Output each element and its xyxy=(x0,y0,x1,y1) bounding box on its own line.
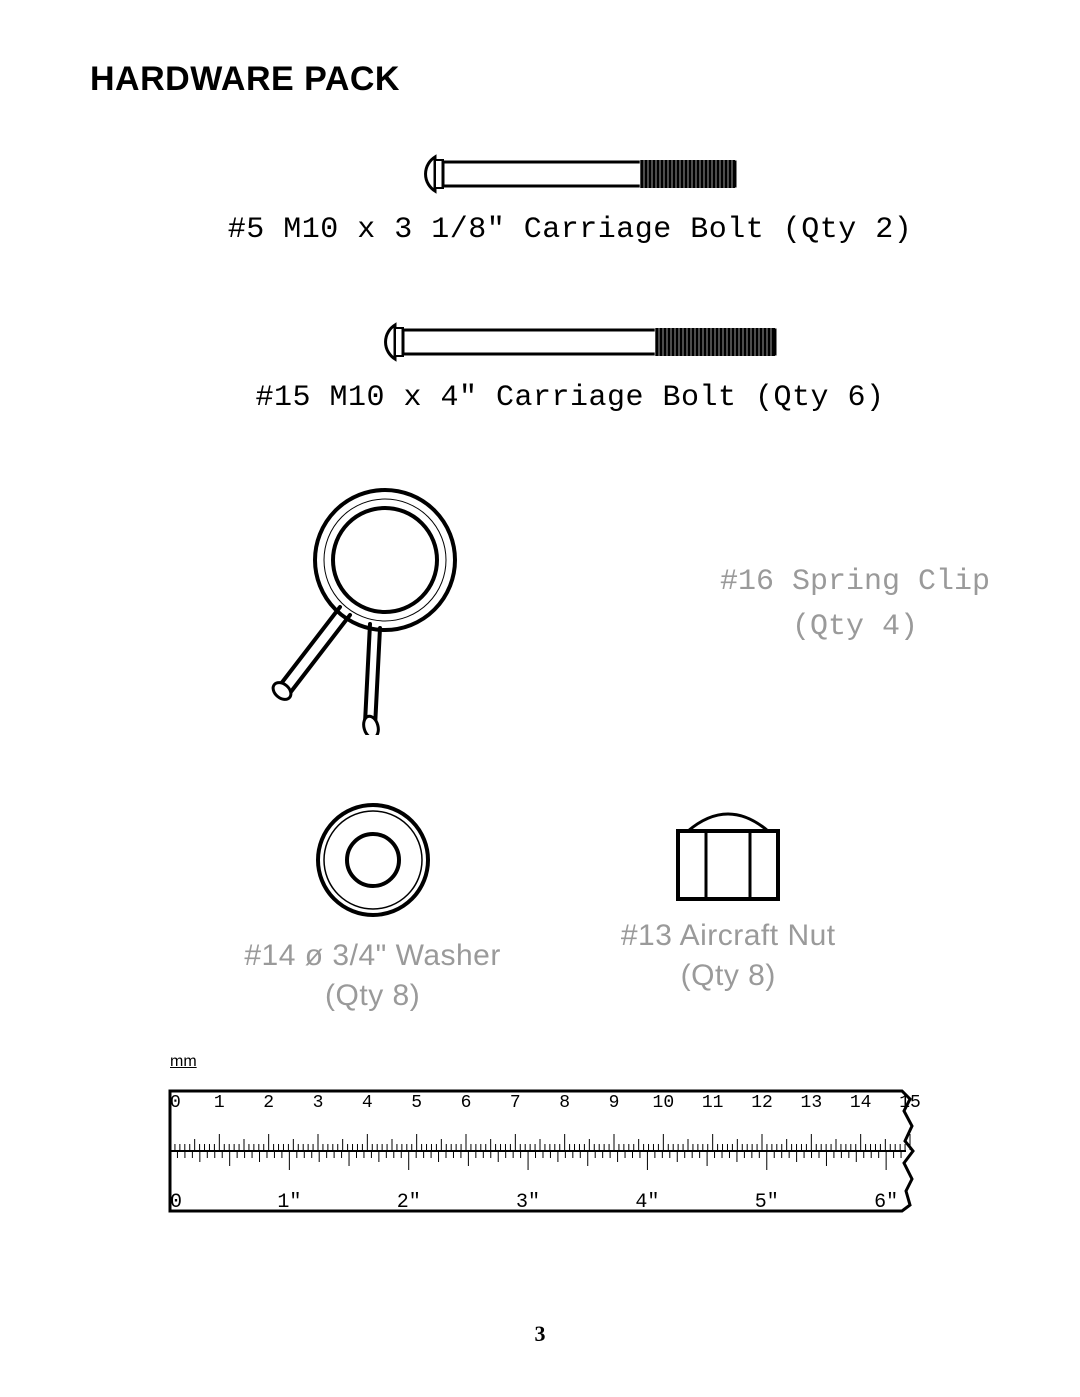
row-washer-nut: #14 ø 3/4" Washer (Qty 8) #13 Aircraft N… xyxy=(90,795,990,1013)
svg-text:9: 9 xyxy=(609,1093,620,1113)
caption-washer: #14 ø 3/4" Washer (Qty 8) xyxy=(244,939,500,1013)
svg-text:11: 11 xyxy=(702,1093,724,1113)
svg-text:1: 1 xyxy=(214,1093,225,1113)
page-number: 3 xyxy=(0,1321,1080,1347)
svg-text:5: 5 xyxy=(411,1093,422,1113)
ruler: mm 012345678910111213141501"2"3"4"5"6" xyxy=(90,1053,990,1233)
svg-text:3": 3" xyxy=(516,1191,540,1214)
svg-text:7: 7 xyxy=(510,1093,521,1113)
item-spring-clip: #16 Spring Clip (Qty 4) xyxy=(90,475,990,735)
ruler-mm-label: mm xyxy=(170,1053,990,1071)
spring-clip-icon xyxy=(245,475,505,735)
svg-text:14: 14 xyxy=(850,1093,872,1113)
svg-text:12: 12 xyxy=(751,1093,773,1113)
svg-text:0: 0 xyxy=(170,1093,181,1113)
carriage-bolt-1-icon xyxy=(395,149,745,199)
svg-text:13: 13 xyxy=(801,1093,823,1113)
aircraft-nut-icon xyxy=(668,795,788,905)
carriage-bolt-2-icon xyxy=(355,317,785,367)
caption-nut: #13 Aircraft Nut (Qty 8) xyxy=(621,919,836,993)
caption-bolt-2: #15 M10 x 4" Carriage Bolt (Qty 6) xyxy=(150,381,990,415)
caption-spring-clip: #16 Spring Clip (Qty 4) xyxy=(720,560,990,650)
svg-text:4: 4 xyxy=(362,1093,373,1113)
svg-text:10: 10 xyxy=(653,1093,675,1113)
svg-text:0: 0 xyxy=(170,1191,182,1214)
svg-text:6": 6" xyxy=(874,1191,898,1214)
svg-text:15: 15 xyxy=(899,1093,920,1113)
svg-text:6: 6 xyxy=(461,1093,472,1113)
item-bolt-1: #5 M10 x 3 1/8" Carriage Bolt (Qty 2) xyxy=(150,149,990,247)
item-bolt-2: #15 M10 x 4" Carriage Bolt (Qty 6) xyxy=(150,317,990,415)
page-title: HARDWARE PACK xyxy=(90,60,990,99)
svg-text:2": 2" xyxy=(397,1191,421,1214)
svg-text:2: 2 xyxy=(263,1093,274,1113)
item-nut: #13 Aircraft Nut (Qty 8) xyxy=(621,795,836,1013)
washer-icon xyxy=(308,795,438,925)
svg-text:4": 4" xyxy=(635,1191,659,1214)
svg-text:8: 8 xyxy=(559,1093,570,1113)
svg-text:1": 1" xyxy=(277,1191,301,1214)
svg-text:5": 5" xyxy=(755,1191,779,1214)
item-washer: #14 ø 3/4" Washer (Qty 8) xyxy=(244,795,500,1013)
svg-text:3: 3 xyxy=(313,1093,324,1113)
ruler-icon: 012345678910111213141501"2"3"4"5"6" xyxy=(160,1073,920,1233)
caption-bolt-1: #5 M10 x 3 1/8" Carriage Bolt (Qty 2) xyxy=(150,213,990,247)
